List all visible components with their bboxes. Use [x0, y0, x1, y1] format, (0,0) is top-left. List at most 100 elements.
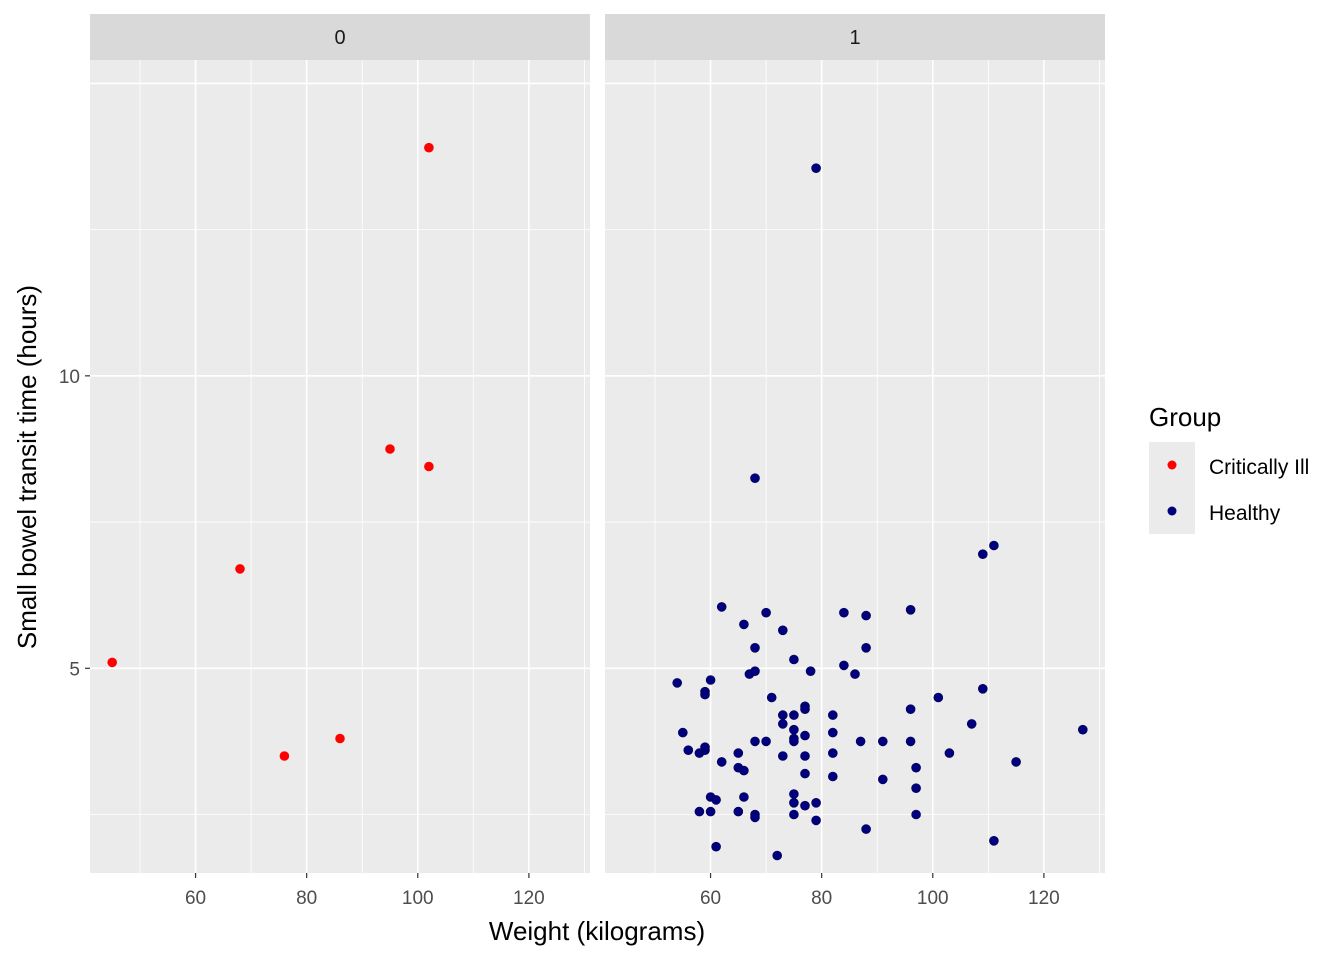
data-point [694, 806, 705, 817]
data-point [789, 797, 799, 808]
data-point [672, 678, 683, 688]
data-point [850, 669, 860, 679]
data-point [789, 710, 799, 720]
data-point [861, 642, 871, 653]
x-axis-title: Weight (kilograms) [489, 916, 705, 946]
y-tick-label: 5 [69, 659, 80, 680]
data-point [235, 564, 245, 574]
panel-background [90, 60, 590, 873]
data-point [677, 727, 688, 738]
x-tick-label: 100 [917, 888, 949, 909]
data-point [705, 806, 716, 817]
data-point [750, 666, 760, 677]
data-point [766, 692, 777, 703]
data-point [811, 163, 821, 173]
data-point [877, 736, 888, 747]
data-point [811, 815, 821, 826]
legend-label-healthy: Healthy [1209, 502, 1281, 525]
facet-strip-label: 1 [849, 27, 860, 49]
data-point [750, 812, 760, 823]
data-point [911, 783, 921, 794]
data-point [966, 719, 977, 729]
x-tick-label: 100 [402, 888, 434, 909]
x-tick-label: 120 [1028, 888, 1060, 909]
legend-title: Group [1149, 402, 1221, 432]
legend-dot-healthy [1167, 506, 1177, 516]
data-point [750, 642, 760, 653]
facet-strip [605, 14, 1105, 60]
data-point [905, 704, 916, 715]
data-point [335, 733, 345, 744]
facet-strip-label: 0 [334, 27, 345, 49]
data-point [800, 704, 810, 715]
data-point [739, 765, 749, 776]
data-point [911, 762, 921, 773]
data-point [800, 768, 810, 779]
data-point [777, 710, 788, 720]
x-tick-label: 80 [296, 888, 317, 909]
data-point [977, 549, 988, 560]
data-point [789, 736, 799, 747]
data-point [789, 654, 799, 665]
data-point [694, 748, 705, 758]
data-point [800, 800, 810, 811]
data-point [855, 736, 866, 747]
data-point [911, 809, 921, 820]
data-point [805, 666, 816, 677]
data-point [905, 604, 916, 615]
data-point [905, 736, 916, 747]
data-point [777, 625, 788, 636]
data-point [800, 751, 810, 761]
x-tick-label: 120 [513, 888, 545, 909]
data-point [877, 774, 888, 785]
data-point [711, 841, 721, 852]
data-point [739, 792, 749, 802]
facet-panel-1: 1 [605, 14, 1105, 873]
data-point [777, 751, 788, 761]
data-point [933, 692, 944, 703]
data-point [861, 610, 871, 621]
legend-label-critically-ill: Critically Ill [1209, 456, 1309, 479]
data-point [1011, 757, 1021, 767]
legend: Group Critically Ill Healthy [1149, 402, 1309, 534]
data-point [739, 619, 749, 630]
data-point [789, 809, 799, 820]
data-point [777, 719, 788, 729]
data-point [705, 675, 716, 685]
data-point [827, 771, 838, 782]
data-point [279, 751, 290, 761]
data-point [839, 660, 849, 671]
panel-background [605, 60, 1105, 873]
data-point [733, 806, 744, 817]
x-axis: 60 80 100 120 60 80 100 120 [185, 873, 1060, 909]
facet-strip [90, 14, 590, 60]
data-point [761, 607, 771, 618]
data-point [750, 736, 760, 747]
data-point [827, 748, 838, 758]
data-point [683, 745, 694, 756]
data-point [385, 444, 395, 454]
data-point [827, 710, 838, 720]
data-point [800, 730, 810, 741]
data-point [1078, 724, 1088, 735]
data-point [861, 824, 871, 834]
data-point [944, 748, 955, 758]
data-point [750, 473, 760, 484]
data-point [700, 689, 710, 700]
data-point [789, 724, 799, 735]
y-axis: 5 10 [59, 367, 90, 680]
x-tick-label: 60 [700, 888, 721, 909]
data-point [107, 657, 117, 668]
data-point [839, 607, 849, 618]
data-point [761, 736, 771, 747]
data-point [811, 797, 821, 808]
data-point [977, 683, 988, 694]
data-point [716, 757, 727, 767]
data-point [989, 835, 999, 846]
x-tick-label: 80 [811, 888, 832, 909]
legend-dot-critically-ill [1167, 460, 1177, 470]
x-tick-label: 60 [185, 888, 206, 909]
data-point [827, 727, 838, 738]
